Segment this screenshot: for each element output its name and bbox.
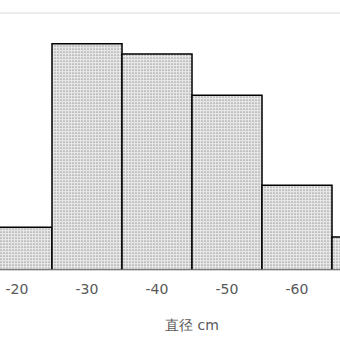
svg-text:-40: -40 bbox=[146, 281, 169, 297]
svg-text:-50: -50 bbox=[216, 281, 239, 297]
svg-text:-60: -60 bbox=[286, 281, 309, 297]
svg-text:直径 cm: 直径 cm bbox=[165, 317, 219, 333]
svg-text:-30: -30 bbox=[76, 281, 99, 297]
svg-text:-20: -20 bbox=[8, 281, 28, 297]
